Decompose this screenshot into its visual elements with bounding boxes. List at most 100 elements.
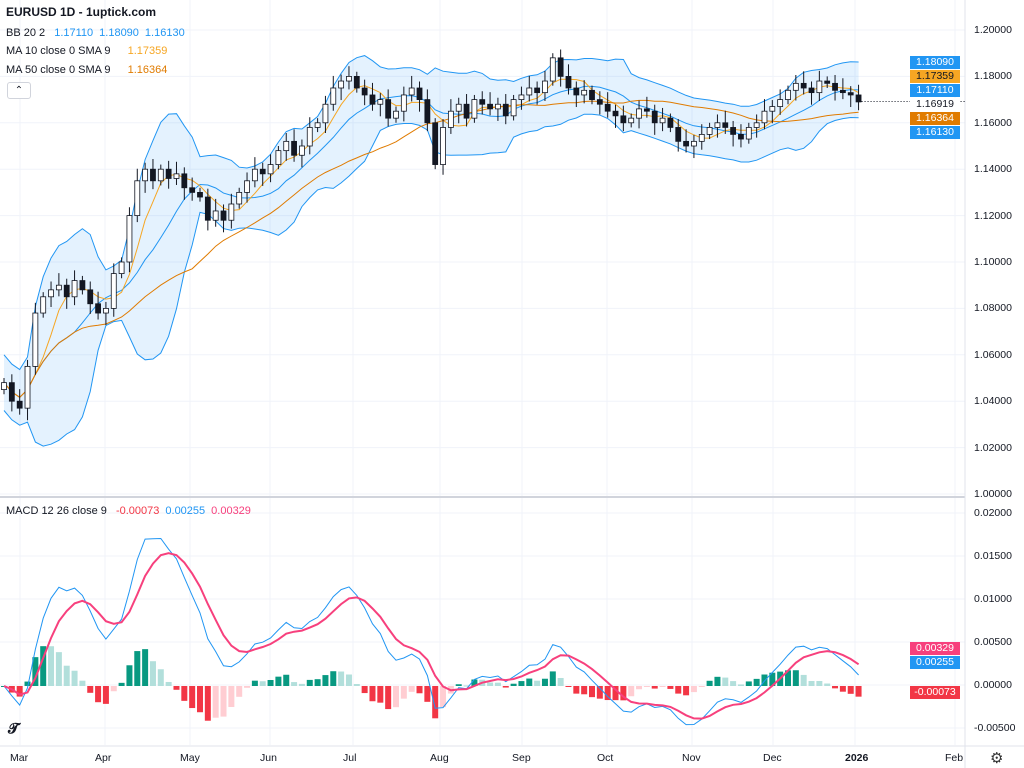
macd-histogram-bar: [847, 686, 854, 694]
ma10-line: [3, 78, 859, 398]
macd-histogram-bar: [220, 686, 227, 717]
macd-histogram-bar: [322, 675, 329, 686]
candle-up: [330, 87, 337, 105]
time-axis-label: Aug: [430, 752, 449, 764]
macd-histogram-bar: [494, 682, 501, 686]
macd-line: [3, 537, 859, 726]
macd-histogram-bar: [291, 682, 298, 686]
ma50-line: [3, 99, 859, 398]
macd-histogram-bar: [463, 685, 470, 687]
candle-down: [369, 94, 376, 105]
candle-up: [447, 110, 454, 128]
macd-histogram-bar: [683, 686, 690, 696]
macd-histogram-bar: [173, 686, 180, 690]
macd-histogram-bar: [361, 686, 368, 694]
candle-down: [800, 82, 807, 89]
macd-line-value: 0.00255: [165, 505, 206, 517]
macd-histogram-bar: [48, 646, 55, 686]
time-axis-label: May: [180, 752, 200, 764]
ma50-label: MA 50 close 0 SMA 9: [6, 64, 111, 76]
candle-up: [377, 99, 384, 105]
candle-up: [283, 140, 290, 152]
macd-histogram-bar: [55, 652, 62, 686]
macd-histogram-bar: [236, 686, 243, 697]
bb-basis-value: 1.17110: [54, 27, 94, 39]
time-axis-label: Oct: [597, 752, 614, 764]
candle-up: [173, 173, 180, 179]
macd-histogram-bar: [565, 686, 572, 687]
candle-up: [455, 103, 462, 112]
macd-histogram-bar: [32, 657, 39, 686]
macd-tag: 0.00329: [910, 642, 960, 655]
macd-histogram-bar: [149, 661, 156, 686]
candle-up: [408, 87, 415, 96]
candle-up: [691, 140, 697, 147]
macd-histogram-bar: [400, 686, 407, 699]
price-axis-label: 1.18000: [974, 70, 1012, 83]
collapse-legend-button[interactable]: ⌃: [7, 82, 31, 99]
macd-histogram-bar: [612, 686, 619, 701]
candle-up: [346, 76, 352, 82]
macd-signal-line: [3, 552, 860, 720]
candle-up: [526, 87, 533, 96]
macd-histogram-bar: [816, 681, 823, 686]
macd-histogram-bar: [393, 686, 399, 708]
macd-histogram-bar: [730, 681, 737, 686]
candle-down: [565, 76, 572, 89]
candle-down: [487, 103, 493, 110]
macd-histogram-bar: [549, 671, 556, 686]
bb-upper-line: [3, 55, 859, 371]
macd-signal-value: 0.00329: [211, 505, 251, 517]
candle-down: [502, 103, 509, 117]
macd-histogram-bar: [330, 671, 337, 686]
macd-tag: -0.00073: [910, 686, 960, 699]
macd-histogram-bar: [142, 649, 149, 686]
candle-up: [228, 203, 235, 221]
candle-down: [95, 303, 101, 314]
candle-up: [792, 82, 799, 91]
macd-histogram-bar: [785, 670, 791, 686]
macd-histogram-bar: [377, 686, 384, 703]
macd-histogram-bar: [824, 683, 831, 686]
macd-histogram-bar: [212, 686, 219, 718]
macd-label: MACD 12 26 close 9: [6, 505, 107, 517]
candle-down: [79, 280, 86, 291]
macd-histogram-bar: [40, 646, 47, 686]
candle-down: [612, 110, 619, 117]
macd-histogram-bar: [643, 686, 650, 687]
macd-histogram-bar: [440, 686, 447, 708]
candle-up: [1, 382, 7, 391]
price-axis-label: 1.12000: [974, 209, 1012, 222]
macd-histogram-bar: [157, 669, 164, 686]
candle-up: [40, 296, 47, 314]
macd-histogram-bar: [526, 678, 533, 686]
candle-up: [745, 127, 752, 140]
candle-up: [32, 312, 39, 367]
bb-label: BB 20 2: [6, 27, 46, 39]
macd-histogram-bar: [63, 665, 70, 686]
macd-histogram-bar: [596, 686, 603, 699]
macd-histogram-bar: [737, 684, 744, 686]
macd-histogram-value: -0.00073: [115, 505, 160, 517]
gear-icon[interactable]: ⚙: [990, 750, 1004, 767]
price-tag: 1.18090: [910, 56, 960, 69]
candle-down: [722, 122, 729, 128]
candle-down: [738, 133, 744, 140]
candle-down: [291, 140, 297, 156]
macd-histogram-bar: [134, 651, 141, 686]
candle-down: [8, 382, 15, 402]
macd-histogram-bar: [197, 686, 203, 713]
candle-down: [181, 173, 188, 189]
macd-axis-label: -0.00500: [974, 722, 1016, 734]
price-axis-label: 1.10000: [974, 256, 1012, 268]
tradingview-logo[interactable]: 𝓣: [8, 720, 19, 736]
macd-histogram-bar: [832, 686, 839, 689]
candle-up: [698, 133, 705, 142]
candle-down: [604, 103, 611, 112]
candle-down: [463, 103, 470, 119]
macd-histogram-bar: [126, 665, 133, 686]
candle-up: [322, 103, 329, 124]
macd-histogram-bar: [706, 680, 713, 686]
macd-histogram-bar: [369, 686, 376, 702]
